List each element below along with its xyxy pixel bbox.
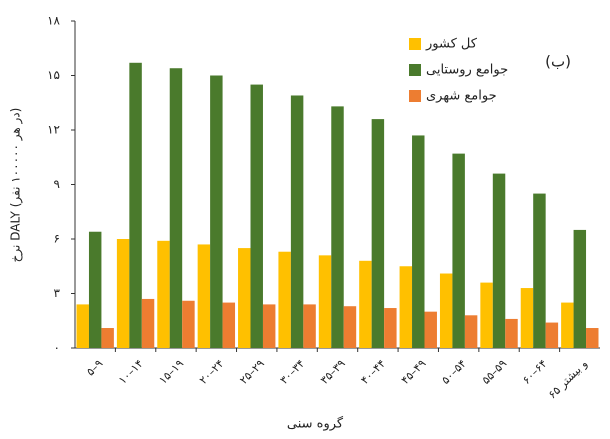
bar xyxy=(318,255,332,348)
legend-label: جوامع شهری xyxy=(426,89,497,104)
legend-swatch xyxy=(409,64,421,76)
legend-swatch xyxy=(409,38,421,50)
bar xyxy=(238,248,251,348)
legend-label: جوامع روستایی xyxy=(426,63,508,78)
bar xyxy=(573,229,587,348)
bar xyxy=(129,62,142,349)
bar xyxy=(290,95,304,348)
bar xyxy=(88,231,102,348)
bar xyxy=(371,119,385,348)
y-tick-label: ۳ xyxy=(54,286,61,300)
bar xyxy=(197,244,211,348)
annotation: (ب) xyxy=(545,53,571,71)
legend-label: کل کشور xyxy=(425,37,478,52)
y-tick-label: ۱۲ xyxy=(47,123,60,137)
bar xyxy=(76,304,89,348)
bar xyxy=(303,304,316,348)
x-tick-label: ۶۵ و بیشتر xyxy=(546,357,590,401)
bar xyxy=(141,298,155,348)
x-tick-label: ۴۰–۴۴ xyxy=(358,357,388,387)
y-axis-label: نرخ DALY (در هر ۱۰۰۰۰۰ نفر) xyxy=(9,108,24,263)
bar xyxy=(157,240,170,348)
legend-swatch xyxy=(409,90,421,102)
bar xyxy=(464,315,478,348)
y-tick-label: ۱۸ xyxy=(47,14,60,28)
x-tick-label: ۲۰–۲۴ xyxy=(197,357,227,387)
bar xyxy=(439,273,453,348)
bar xyxy=(359,260,372,348)
x-tick-label: ۶۰–۶۴ xyxy=(520,357,550,387)
y-tick-label: ۶ xyxy=(54,232,60,246)
bar xyxy=(210,75,223,348)
x-tick-label: ۳۵–۳۹ xyxy=(318,357,348,387)
x-tick-label: ۳۰–۳۴ xyxy=(278,357,308,387)
y-tick-label: ۰ xyxy=(54,341,60,355)
bar xyxy=(412,135,425,348)
bar xyxy=(182,300,195,348)
x-tick-label: ۵–۹ xyxy=(84,357,106,379)
bar xyxy=(222,302,236,348)
x-tick-label: ۵۰–۵۴ xyxy=(439,357,469,387)
y-tick-label: ۹ xyxy=(54,177,60,191)
bar xyxy=(480,282,493,348)
bar xyxy=(424,311,437,348)
bar xyxy=(169,68,183,348)
bar xyxy=(586,328,599,348)
bar xyxy=(278,251,291,348)
bar xyxy=(545,322,559,348)
x-tick-label: ۲۵–۲۹ xyxy=(237,357,267,387)
bar xyxy=(101,328,114,348)
bar xyxy=(116,239,130,348)
bar xyxy=(505,318,518,348)
bar xyxy=(262,304,276,348)
bar xyxy=(452,153,465,348)
x-tick-label: ۵۵–۵۹ xyxy=(479,357,509,387)
x-axis-label: گروه سنی xyxy=(287,416,344,432)
bar xyxy=(399,266,413,348)
x-tick-label: ۴۵–۴۹ xyxy=(399,357,429,387)
y-tick-label: ۱۵ xyxy=(47,68,60,82)
x-tick-label: ۱۰–۱۴ xyxy=(116,357,146,387)
bar xyxy=(520,288,534,348)
bar xyxy=(331,106,344,348)
bar xyxy=(343,306,357,348)
x-tick-label: ۱۵–۱۹ xyxy=(156,357,186,387)
bar xyxy=(533,193,546,348)
bar xyxy=(561,302,574,348)
bar xyxy=(250,84,263,348)
bar xyxy=(384,308,397,348)
bar xyxy=(492,173,506,348)
